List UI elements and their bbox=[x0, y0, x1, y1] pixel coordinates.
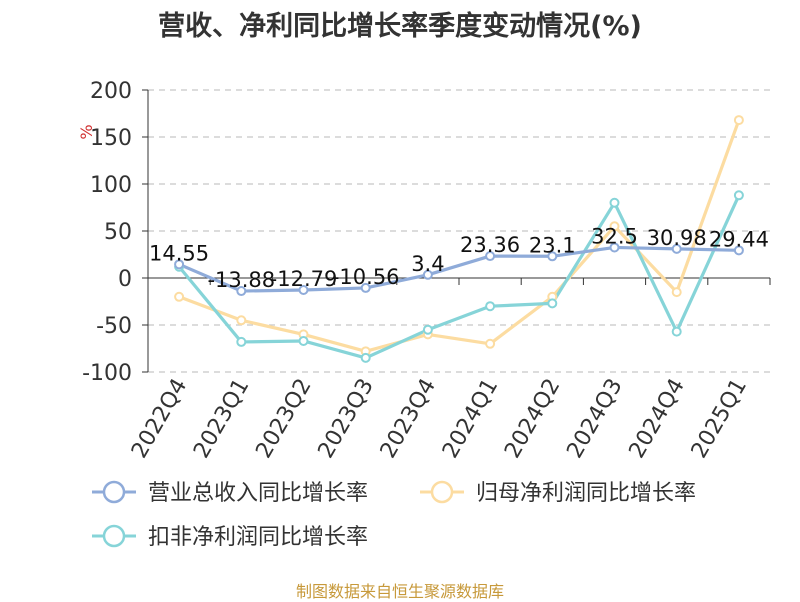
series-line bbox=[178, 119, 741, 353]
data-point bbox=[733, 115, 744, 126]
y-tick-label: 50 bbox=[104, 220, 132, 245]
data-point bbox=[733, 245, 744, 256]
x-tick-label: 2022Q4 bbox=[127, 375, 192, 463]
legend-label: 归母净利润同比增长率 bbox=[476, 481, 696, 506]
legend-label: 扣非净利润同比增长率 bbox=[148, 525, 368, 550]
series-lines bbox=[177, 119, 741, 360]
data-label: 3.4 bbox=[411, 252, 444, 276]
x-tick-label: 2024Q3 bbox=[562, 375, 627, 463]
series-line bbox=[178, 245, 739, 293]
data-point bbox=[671, 243, 682, 254]
y-tick-label: 100 bbox=[90, 173, 132, 198]
y-tick-label: 200 bbox=[90, 79, 132, 104]
data-point bbox=[236, 336, 247, 347]
y-tick-label: 150 bbox=[90, 126, 132, 151]
data-point bbox=[547, 251, 558, 262]
data-point bbox=[360, 352, 371, 363]
y-tick-label: -50 bbox=[96, 314, 132, 339]
data-point bbox=[485, 301, 496, 312]
data-point bbox=[174, 291, 185, 302]
data-point bbox=[671, 287, 682, 298]
data-point bbox=[733, 190, 744, 201]
x-tick-label: 2024Q1 bbox=[438, 375, 503, 463]
data-label: 14.55 bbox=[149, 241, 209, 265]
x-tick-label: 2023Q3 bbox=[314, 375, 379, 463]
x-tick-label: 2023Q2 bbox=[251, 375, 316, 463]
series-points bbox=[174, 115, 744, 363]
data-label: 29.44 bbox=[709, 227, 769, 251]
data-point bbox=[485, 251, 496, 262]
grid-lines bbox=[148, 89, 770, 373]
x-tick-label: 2023Q1 bbox=[189, 375, 254, 463]
data-point bbox=[360, 282, 371, 293]
data-label: -12.79 bbox=[270, 267, 338, 291]
data-point bbox=[298, 335, 309, 346]
y-tick-label: -100 bbox=[82, 361, 132, 386]
source-footer: 制图数据来自恒生聚源数据库 bbox=[295, 582, 504, 601]
data-labels: 14.55 -13.88-12.79-10.56 3.4 23.36 23.1 32.5 3… bbox=[149, 224, 769, 292]
data-label: -10.56 bbox=[332, 265, 400, 289]
y-axis-label: % bbox=[77, 124, 96, 139]
y-tick-label: 0 bbox=[118, 267, 132, 292]
legend-marker bbox=[102, 480, 126, 504]
data-label: 23.1 bbox=[529, 233, 576, 257]
data-point bbox=[422, 269, 433, 280]
y-tick-labels: 200 150 100 50 0 -50 -100 bbox=[82, 79, 132, 386]
data-point bbox=[609, 197, 620, 208]
data-point bbox=[547, 298, 558, 309]
data-point bbox=[671, 326, 682, 337]
data-label: -13.88 bbox=[207, 268, 275, 292]
x-tick-labels: 2022Q42023Q12023Q22023Q32023Q42024Q12024… bbox=[127, 375, 752, 463]
data-label: 23.36 bbox=[460, 233, 520, 257]
chart-title: 营收、净利同比增长率季度变动情况(%) bbox=[158, 11, 642, 42]
data-label: 32.5 bbox=[591, 224, 638, 248]
legend-marker bbox=[102, 524, 126, 548]
data-point bbox=[422, 324, 433, 335]
data-point bbox=[236, 286, 247, 297]
series-line bbox=[177, 194, 741, 360]
axes: % bbox=[77, 89, 771, 373]
data-point bbox=[609, 242, 620, 253]
data-point bbox=[236, 315, 247, 326]
x-tick-label: 2025Q1 bbox=[687, 375, 752, 463]
legend-marker bbox=[430, 480, 454, 504]
data-point bbox=[609, 221, 620, 232]
x-tick-label: 2023Q4 bbox=[376, 375, 441, 463]
data-point bbox=[298, 285, 309, 296]
data-point bbox=[485, 338, 496, 349]
x-tick-label: 2024Q2 bbox=[500, 375, 565, 463]
legend-label: 营业总收入同比增长率 bbox=[148, 481, 368, 506]
data-point bbox=[174, 259, 185, 270]
data-label: 30.98 bbox=[647, 226, 707, 250]
x-tick-label: 2024Q4 bbox=[625, 375, 690, 463]
